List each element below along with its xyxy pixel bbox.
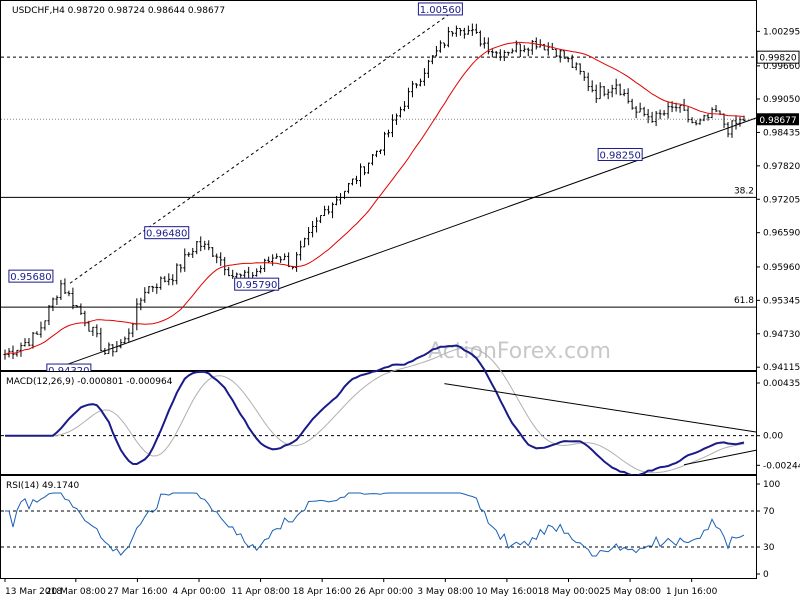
price-tick-label: 0.99050 (763, 95, 800, 105)
macd-axis: 0.004351 0.00 -0.002448 (756, 379, 800, 471)
rsi-pane: RSI(14) 49.1740 100 70 30 0 (0, 475, 780, 580)
rsi-tick-label: 100 (763, 480, 780, 490)
rsi-axis: 100 70 30 0 (756, 480, 780, 580)
time-tick-label: 25 May 08:00 (599, 587, 661, 597)
annotation-label: 0.95680 (10, 272, 51, 283)
level-label: 38.2 (734, 186, 754, 196)
annotation-box (417, 2, 463, 16)
price-tick-label: 0.95960 (763, 263, 800, 273)
rsi-pane-title: RSI(14) 49.1740 (6, 481, 79, 491)
rsi-pane-frame (0, 475, 757, 579)
macd-pane-title: MACD(12,26,9) -0.000801 -0.000964 (6, 377, 173, 387)
time-tick-label: 13 Mar 2018 (5, 587, 62, 597)
level-label: 61.8 (734, 296, 754, 306)
price-tick-label: 1.00295 (763, 27, 800, 37)
current-price-box (757, 113, 799, 126)
current-price-label: 0.98677 (759, 116, 796, 126)
annotation-box (8, 269, 54, 283)
annotation-box (597, 147, 643, 161)
annotation-label: 0.95790 (236, 280, 277, 291)
price-pane-frame (0, 0, 757, 371)
watermark: ActionForex.com (428, 339, 611, 364)
level-price-box (756, 50, 800, 64)
time-tick-label: 18 Apr 16:00 (293, 587, 352, 597)
macd-rising-trendline (683, 449, 757, 466)
price-tick-label: 0.98435 (763, 128, 800, 138)
price-tick-label: 0.97205 (763, 195, 800, 205)
rsi-tick-label: 70 (763, 507, 775, 517)
time-tick-label: 10 May 16:00 (476, 587, 538, 597)
annotation-label: 0.96480 (146, 229, 187, 240)
rsi-line (5, 492, 745, 557)
price-tick-label: 0.96590 (763, 229, 800, 239)
price-tick-label: 0.97820 (763, 162, 800, 172)
annotation-label: 0.98250 (599, 150, 640, 161)
price-pane-title: USDCHF,H4 0.98720 0.98724 0.98644 0.9867… (12, 6, 225, 16)
rsi-tick-label: 0 (763, 570, 769, 580)
price-bars (3, 23, 746, 360)
time-tick-label: 18 May 00:00 (538, 587, 600, 597)
macd-tick-label: -0.002448 (763, 461, 800, 471)
time-tick-label: 11 Apr 08:00 (231, 587, 290, 597)
time-tick-label: 4 Apr 00:00 (173, 587, 226, 597)
time-tick-label: 3 May 08:00 (417, 587, 473, 597)
price-tick-label: 0.99660 (763, 62, 800, 72)
annotation-label: 1.00560 (420, 5, 461, 16)
price-axis: 1.00295 0.99660 0.99050 0.98435 0.97820 0.972… (756, 27, 800, 373)
price-pane: USDCHF,H4 0.98720 0.98724 0.98644 0.9867… (0, 0, 800, 377)
macd-trendlines (444, 383, 757, 466)
macd-pane: MACD(12,26,9) -0.000801 -0.000964 0.0043… (0, 344, 800, 478)
macd-line (5, 344, 745, 478)
time-tick-label: 27 Mar 16:00 (107, 587, 167, 597)
macd-falling-trendline (444, 383, 757, 433)
price-tick-label: 0.94115 (763, 363, 800, 373)
level-price-label: 0.99820 (759, 54, 796, 64)
time-tick-label: 26 Apr 00:00 (354, 587, 413, 597)
rsi-tick-label: 30 (763, 543, 775, 553)
price-tick-label: 0.95345 (763, 296, 800, 306)
annotation-box (144, 226, 190, 240)
annotation-box (234, 277, 280, 291)
time-tick-label: 20 Mar 08:00 (46, 587, 106, 597)
moving-average-line (4, 41, 745, 355)
macd-tick-label: 0.004351 (763, 379, 800, 389)
macd-tick-label: 0.00 (763, 432, 783, 442)
macd-signal-line (5, 347, 745, 474)
time-tick-label: 1 Jun 16:00 (666, 587, 718, 597)
price-tick-label: 0.94730 (763, 330, 800, 340)
price-annotations: 1.005600.956800.943200.964800.957900.982… (8, 2, 643, 377)
